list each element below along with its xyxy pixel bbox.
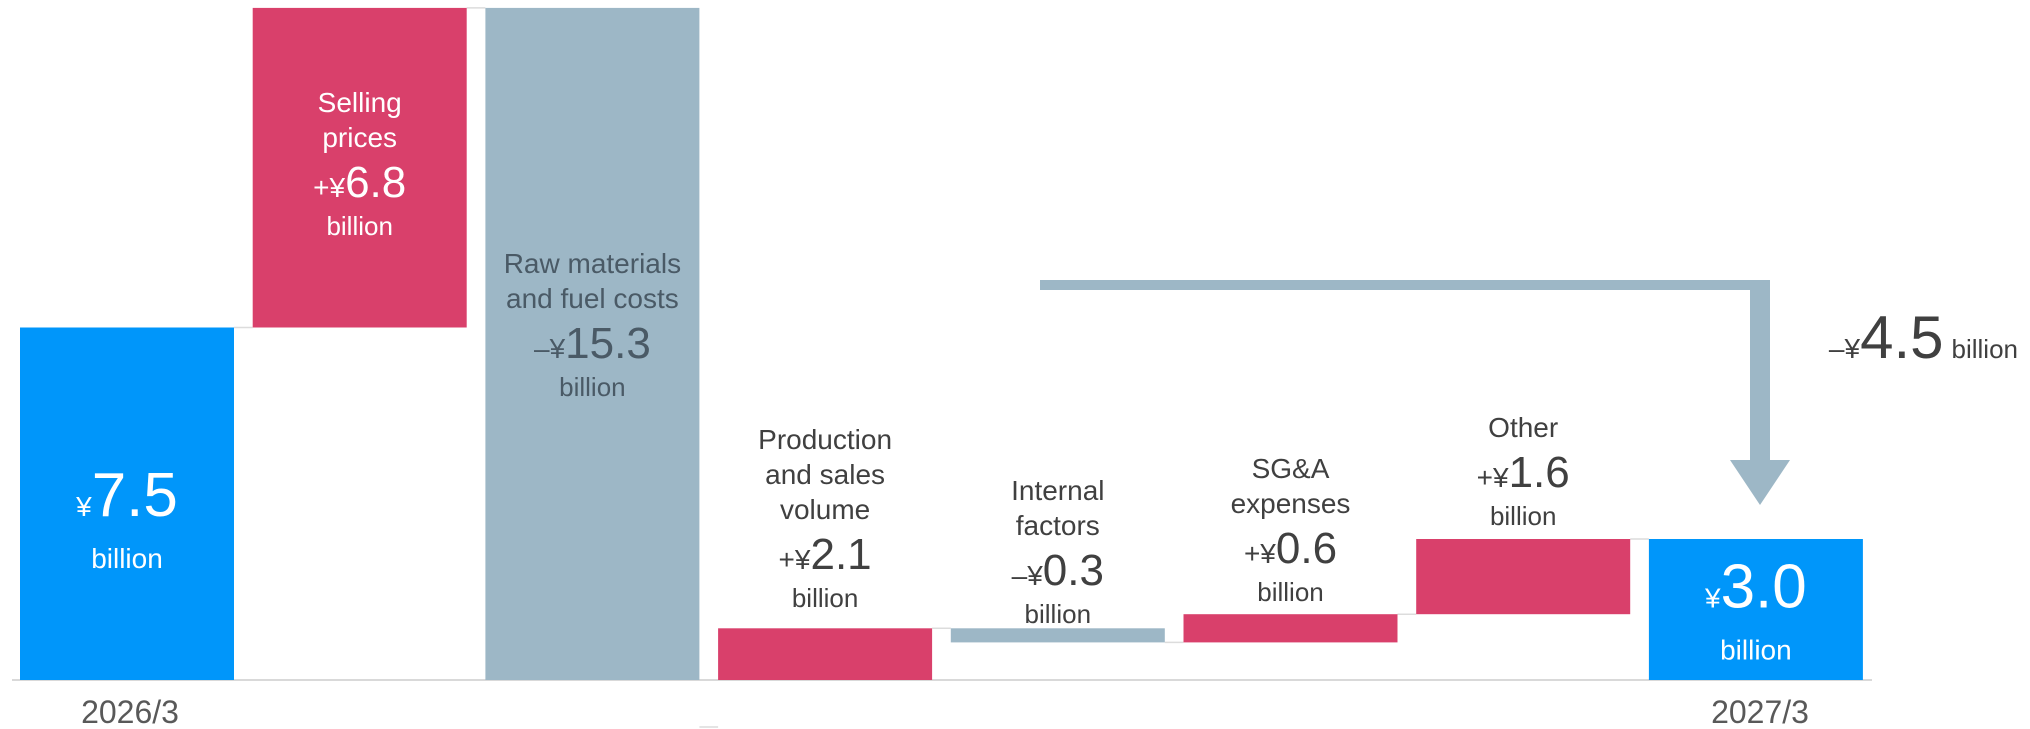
change-value: –¥4.5 billion	[1829, 304, 2018, 371]
value-production: +¥2.1	[779, 530, 872, 579]
tick-label-start: 2026/3	[81, 694, 179, 729]
value-sga: +¥0.6	[1244, 524, 1337, 573]
value-raw: –¥15.3	[534, 319, 651, 368]
value-end: ¥3.0	[1704, 553, 1807, 622]
unit-other: billion	[1490, 501, 1557, 531]
label-production-line: volume	[780, 494, 870, 525]
unit-raw: billion	[559, 372, 626, 402]
unit-internal: billion	[1025, 599, 1092, 629]
label-sga-line: expenses	[1231, 488, 1351, 519]
label-selling-line: Selling	[318, 87, 402, 118]
change-arrow	[1040, 280, 1790, 505]
label-selling-line: prices	[322, 122, 397, 153]
label-other-line: Other	[1488, 412, 1558, 443]
value-other: +¥1.6	[1477, 448, 1570, 497]
unit-selling: billion	[326, 211, 393, 241]
label-raw-line: Raw materials	[504, 248, 681, 279]
bar-production	[718, 628, 933, 680]
value-internal: –¥0.3	[1012, 546, 1104, 595]
bar-end	[1648, 539, 1863, 680]
label-production-line: Production	[758, 424, 892, 455]
unit-end: billion	[1720, 635, 1792, 666]
label-internal-line: Internal	[1011, 475, 1104, 506]
label-sga-line: SG&A	[1252, 453, 1330, 484]
bar-other	[1416, 539, 1631, 615]
bar-selling	[252, 7, 467, 328]
value-selling: +¥6.8	[313, 158, 406, 207]
unit-production: billion	[792, 583, 859, 613]
label-production-line: and sales	[765, 459, 885, 490]
tick-label-end: 2027/3	[1711, 694, 1809, 729]
label-internal-line: factors	[1016, 510, 1100, 541]
unit-start: billion	[91, 543, 163, 574]
bar-raw	[485, 7, 700, 680]
unit-sga: billion	[1257, 577, 1324, 607]
label-raw-line: and fuel costs	[506, 283, 679, 314]
value-start: ¥7.5	[75, 461, 178, 530]
bar-sga	[1183, 614, 1398, 643]
bar-start	[20, 327, 234, 680]
bar-internal	[950, 628, 1165, 643]
